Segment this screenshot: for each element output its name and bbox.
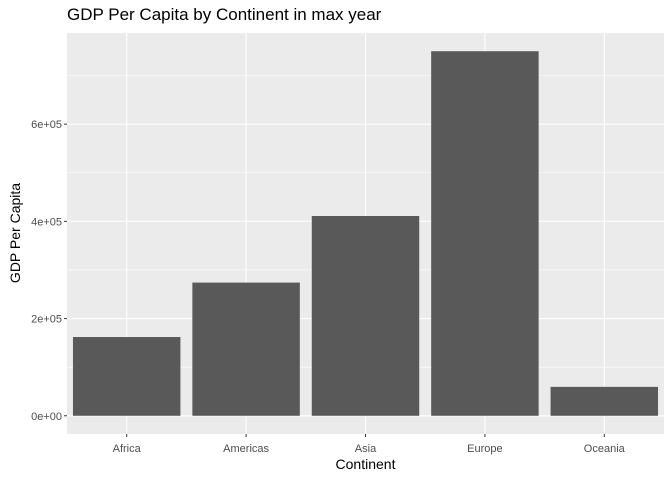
x-axis-title: Continent — [335, 456, 396, 472]
y-tick-label: 2e+05 — [31, 314, 62, 326]
bar-africa — [72, 337, 181, 416]
y-tick-label: 0e+00 — [31, 411, 62, 423]
x-tick-label: Asia — [355, 443, 377, 455]
bar-oceania — [550, 386, 659, 416]
y-tick-label: 6e+05 — [31, 119, 62, 131]
y-axis-title: GDP Per Capita — [7, 182, 23, 284]
x-tick-label: Americas — [223, 443, 269, 455]
bar-asia — [311, 216, 420, 416]
y-tick-label: 4e+05 — [31, 216, 62, 228]
x-tick-label: Europe — [467, 443, 502, 455]
x-tick-label: Africa — [113, 443, 142, 455]
chart-title: GDP Per Capita by Continent in max year — [67, 5, 382, 24]
bar-europe — [431, 51, 539, 416]
x-tick-label: Oceania — [584, 443, 626, 455]
bar-americas — [192, 282, 300, 416]
